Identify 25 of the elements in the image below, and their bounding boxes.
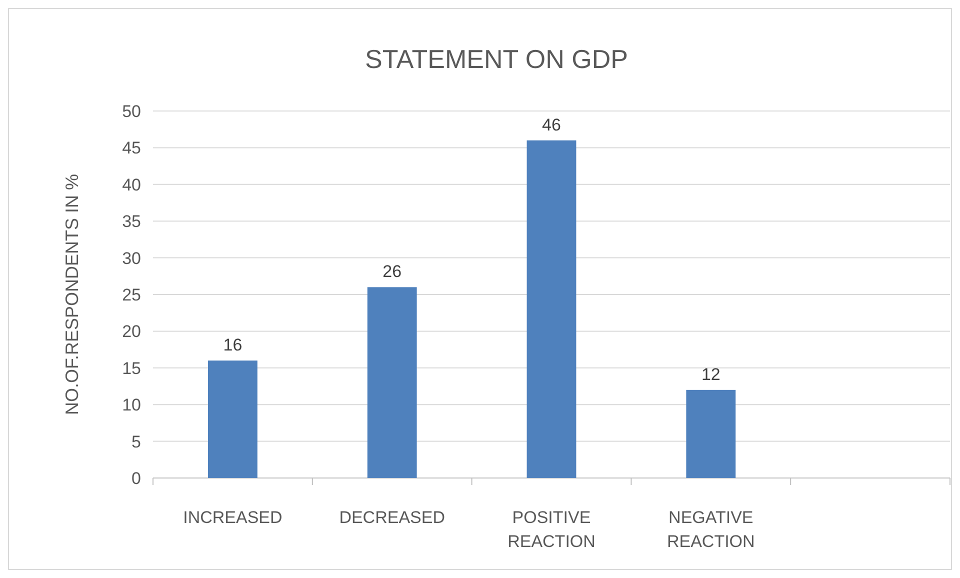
x-tick-label: NEGATIVE REACTION (666, 508, 755, 551)
x-tick-label: POSITIVE REACTION (508, 508, 596, 551)
x-tick-label: INCREASED (183, 508, 282, 527)
y-tick-label: 50 (122, 102, 141, 121)
chart-title: STATEMENT ON GDP (365, 44, 628, 74)
y-tick-label: 30 (122, 248, 141, 268)
data-label: 46 (542, 115, 561, 134)
bar (367, 287, 417, 478)
y-tick-label: 35 (122, 212, 141, 232)
data-label: 12 (701, 364, 720, 384)
y-tick-label: 0 (132, 468, 141, 488)
data-label: 16 (223, 336, 242, 355)
bar (208, 360, 258, 478)
y-tick-label: 45 (122, 138, 141, 158)
y-tick-label: 40 (122, 175, 141, 194)
y-tick-label: 25 (122, 285, 141, 304)
data-label: 26 (382, 262, 402, 282)
y-axis-title: NO.OF.RESPONDENTS IN % (62, 174, 82, 416)
y-tick-label: 20 (122, 322, 141, 342)
y-tick-label: 10 (122, 396, 141, 415)
y-tick-label: 5 (132, 432, 141, 452)
y-tick-label: 15 (122, 358, 141, 378)
bar (686, 390, 736, 478)
x-tick-label: DECREASED (339, 508, 446, 527)
bar (526, 140, 576, 478)
